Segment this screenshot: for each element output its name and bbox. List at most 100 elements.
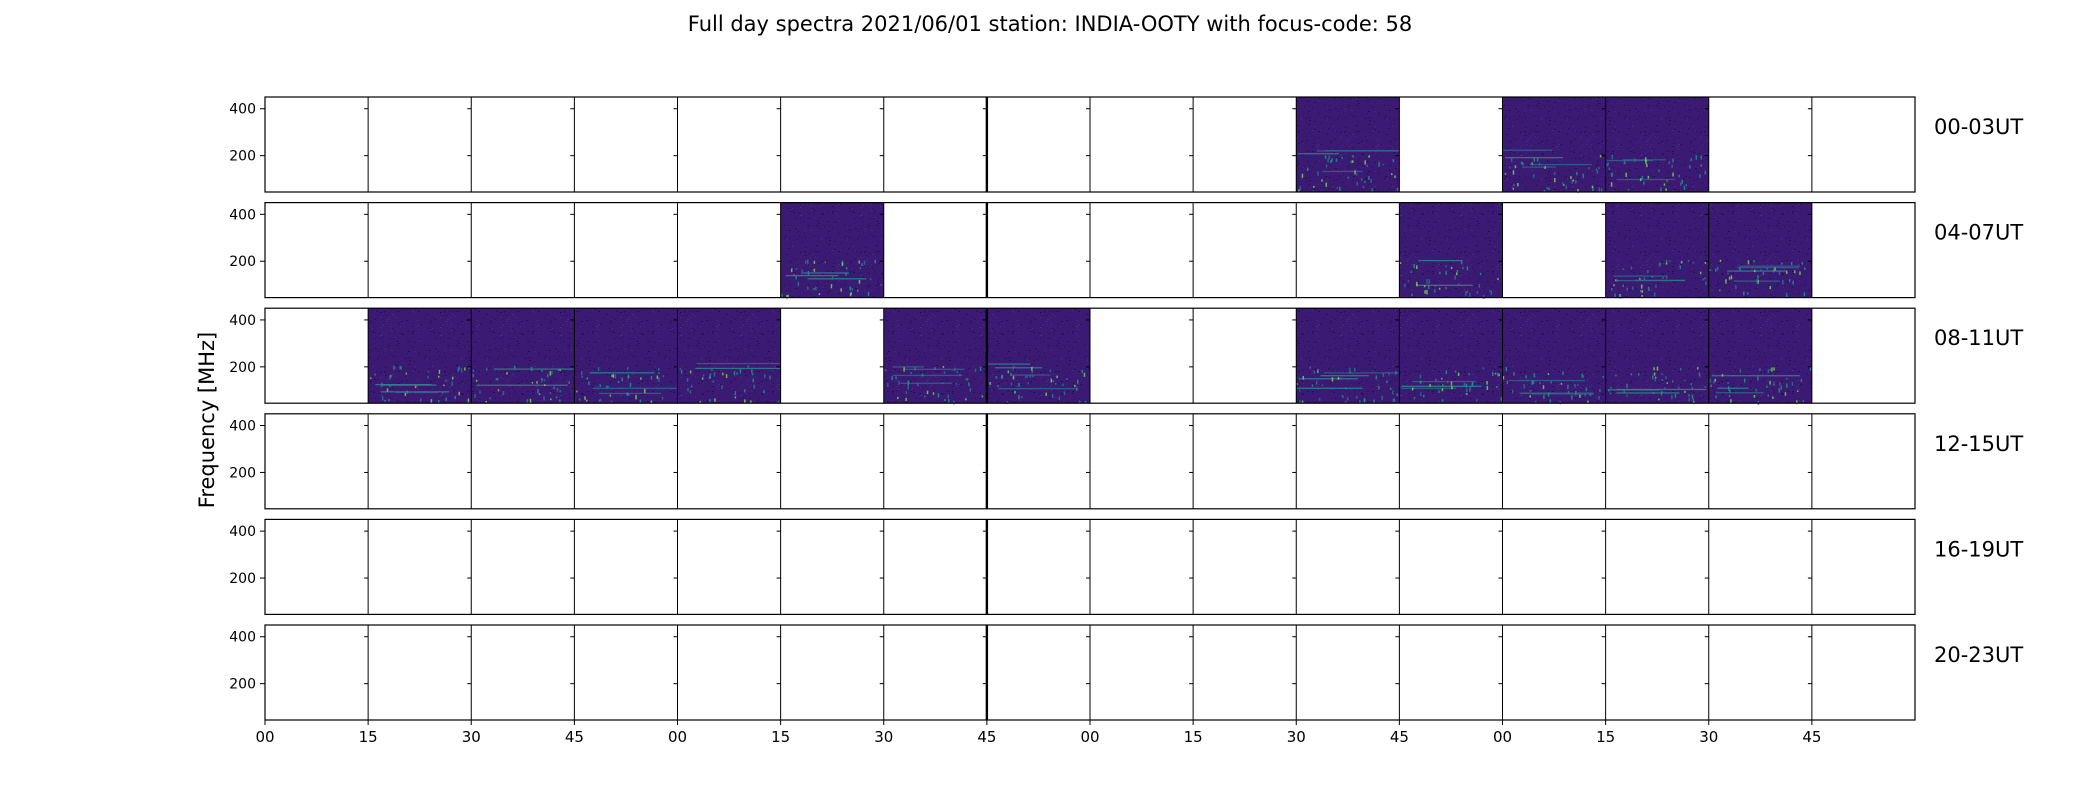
burst-speck (1778, 388, 1781, 393)
burst-speck (1026, 374, 1028, 378)
interference-line (696, 362, 781, 365)
burst-speck (661, 396, 664, 400)
burst-speck (813, 287, 815, 291)
burst-speck (1623, 390, 1625, 394)
burst-speck (1756, 279, 1758, 284)
spectrogram-block (1708, 308, 1812, 404)
burst-speck (1296, 383, 1299, 385)
burst-speck (400, 366, 402, 370)
burst-speck (1508, 166, 1511, 169)
x-tick-label: 30 (1699, 728, 1718, 746)
burst-speck (1533, 158, 1536, 162)
burst-speck (1677, 386, 1680, 390)
burst-speck (1354, 170, 1356, 175)
burst-speck (551, 370, 553, 375)
burst-speck (443, 384, 445, 387)
burst-speck (1471, 383, 1474, 387)
burst-speck (895, 376, 897, 380)
burst-speck (907, 380, 910, 386)
panel-row-04-07UT: 200 400 04-07UT (229, 202, 2023, 300)
burst-speck (1684, 379, 1686, 382)
burst-speck (555, 396, 558, 399)
burst-speck (1600, 188, 1603, 193)
burst-speck (1757, 376, 1759, 381)
burst-speck (658, 377, 660, 382)
burst-speck (1429, 384, 1431, 387)
burst-speck (1643, 277, 1646, 281)
burst-speck (1641, 290, 1644, 293)
burst-speck (1514, 165, 1517, 169)
burst-speck (1759, 368, 1761, 371)
burst-speck (1679, 265, 1681, 270)
burst-speck (1788, 279, 1791, 283)
burst-speck (805, 260, 807, 264)
burst-speck (689, 370, 692, 374)
burst-speck (1804, 267, 1806, 270)
burst-speck (1710, 384, 1712, 388)
burst-speck (905, 397, 907, 401)
burst-speck (1589, 393, 1592, 396)
burst-speck (489, 397, 491, 400)
burst-speck (769, 375, 771, 380)
burst-speck (917, 382, 919, 387)
burst-speck (1007, 370, 1010, 374)
burst-speck (1713, 380, 1715, 384)
y-tick-label: 400 (229, 313, 256, 329)
burst-speck (1596, 170, 1599, 174)
burst-speck (1591, 185, 1594, 189)
burst-speck (926, 390, 929, 395)
panel-frame (264, 96, 1916, 193)
burst-speck (1349, 367, 1351, 372)
burst-speck (1382, 163, 1385, 166)
burst-speck (1427, 284, 1430, 290)
row-label: 16-19UT (1934, 537, 2023, 561)
burst-speck (1665, 188, 1667, 191)
burst-speck (1420, 392, 1422, 397)
burst-speck (1466, 393, 1468, 396)
interference-line (1622, 159, 1666, 161)
burst-speck (1766, 267, 1768, 270)
x-tick-label: 00 (668, 728, 687, 746)
burst-speck (1785, 383, 1788, 388)
burst-speck (1767, 394, 1770, 397)
burst-speck (1445, 370, 1448, 375)
burst-speck (1438, 287, 1441, 290)
burst-speck (1668, 161, 1670, 165)
burst-speck (830, 284, 833, 289)
burst-speck (905, 391, 908, 394)
burst-speck (550, 398, 552, 401)
x-tick-label: 15 (359, 728, 378, 746)
interference-line (1417, 284, 1473, 286)
interference-line (1320, 375, 1369, 377)
chart-title: Full day spectra 2021/06/01 station: IND… (688, 12, 1412, 36)
burst-speck (658, 372, 660, 374)
burst-speck (1634, 158, 1636, 162)
burst-speck (406, 390, 409, 394)
burst-speck (1644, 157, 1647, 162)
spectrogram-block (368, 308, 472, 404)
burst-speck (1728, 276, 1731, 280)
burst-speck (1435, 378, 1437, 382)
burst-speck (974, 368, 977, 372)
burst-speck (840, 288, 842, 292)
burst-speck (599, 384, 602, 387)
burst-speck (1364, 160, 1366, 165)
burst-speck (801, 269, 803, 272)
burst-speck (736, 371, 738, 375)
burst-speck (1663, 183, 1666, 186)
burst-speck (1010, 382, 1013, 386)
burst-speck (628, 393, 630, 396)
burst-speck (1595, 168, 1598, 172)
burst-speck (1298, 189, 1300, 192)
burst-speck (576, 390, 578, 393)
burst-speck (1331, 158, 1333, 162)
burst-speck (1721, 373, 1724, 377)
burst-speck (954, 367, 956, 372)
burst-speck (457, 367, 460, 372)
burst-speck (880, 283, 883, 287)
burst-speck (712, 380, 715, 384)
burst-speck (438, 369, 441, 374)
burst-speck (1626, 287, 1629, 291)
burst-speck (1641, 295, 1643, 298)
burst-speck (1512, 170, 1515, 175)
